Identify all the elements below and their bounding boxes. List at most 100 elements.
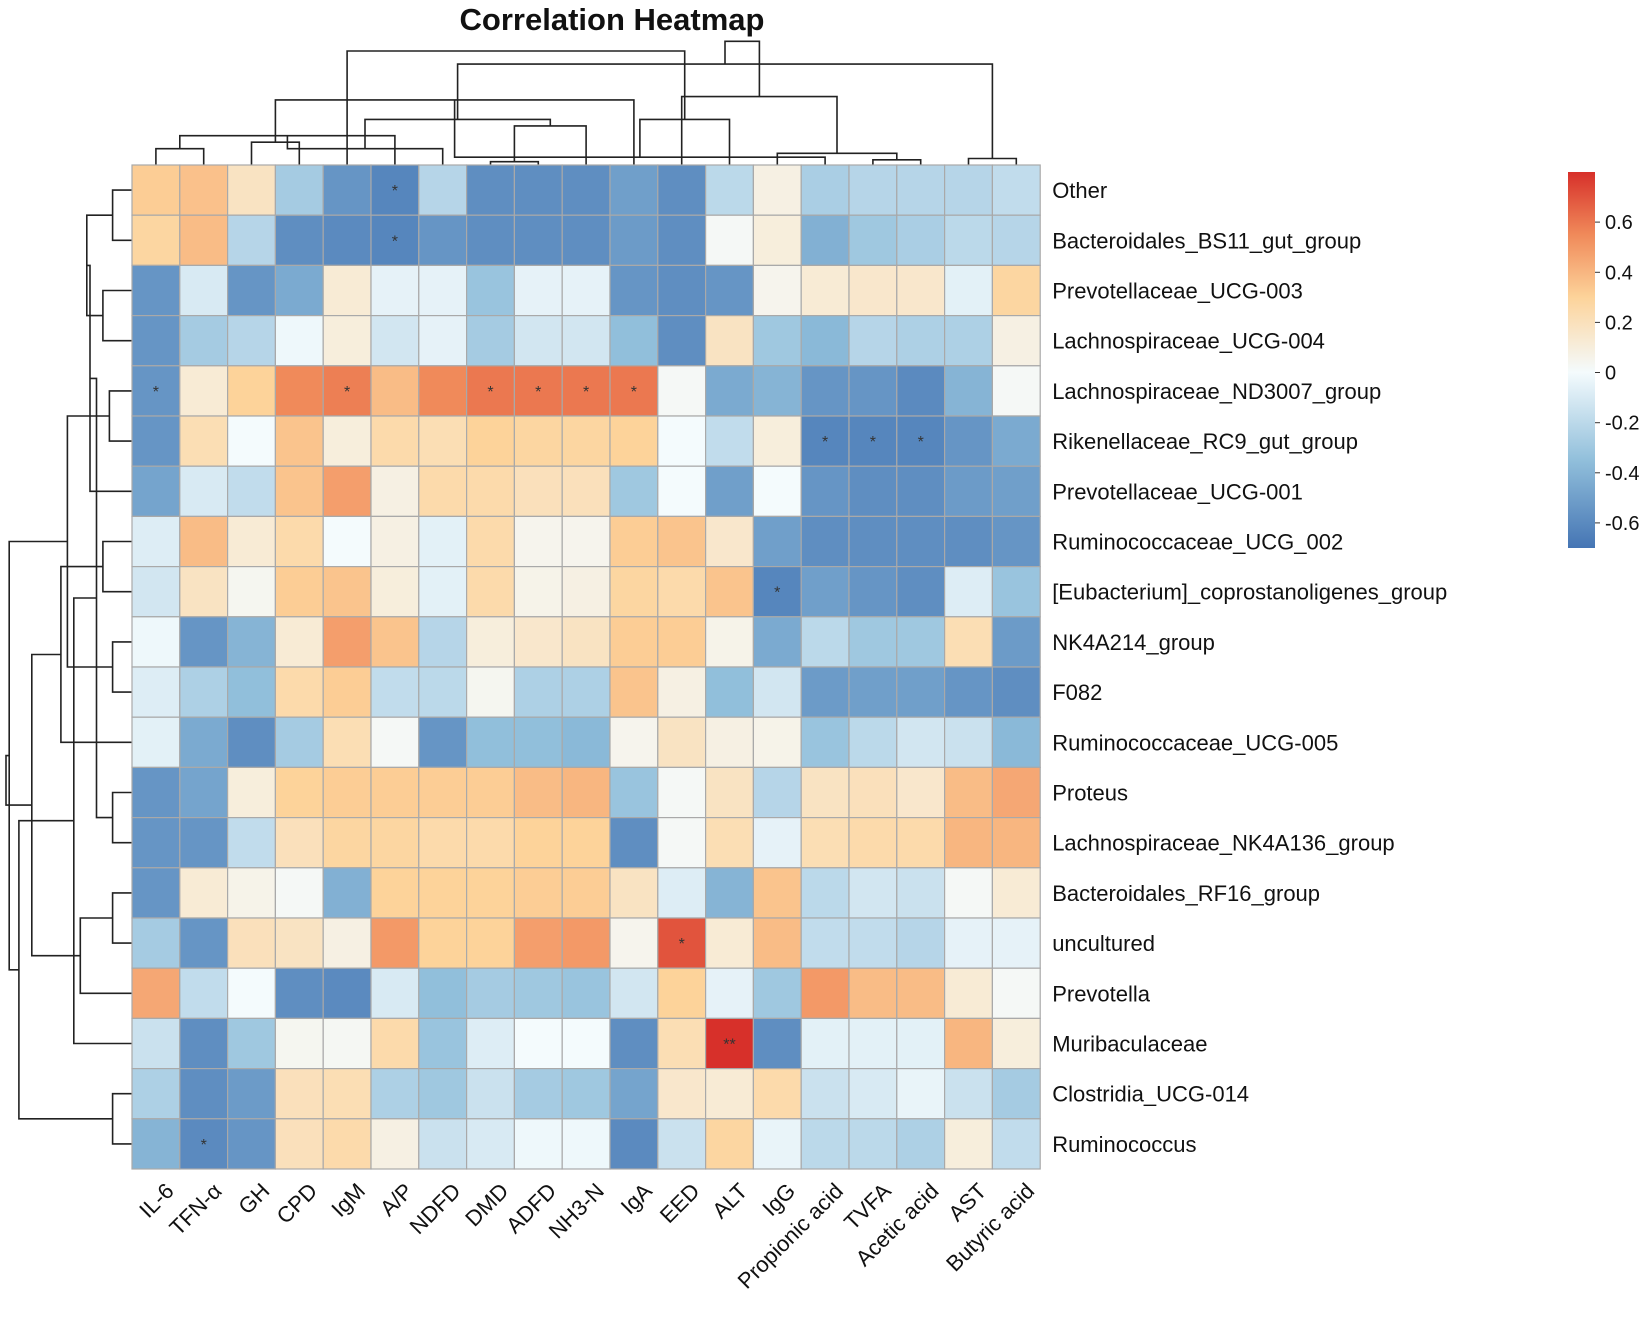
cell-r3-c10 xyxy=(609,315,659,367)
legend-ticks: 0.6 0.4 0.2 0 -0.2 -0.4 -0.6 xyxy=(1595,212,1639,535)
cell-r9-c15 xyxy=(848,616,898,668)
cell-r4-c9 xyxy=(561,365,611,417)
cell-r6-c7 xyxy=(466,465,516,518)
cell-r8-c8 xyxy=(513,565,563,618)
cell-r14-c0 xyxy=(131,867,181,919)
cell-r0-c18 xyxy=(991,164,1041,216)
cell-r16-c2 xyxy=(227,967,277,1020)
cell-r2-c14 xyxy=(800,264,850,317)
heatmap-cells xyxy=(131,164,1041,1170)
cell-r16-c13 xyxy=(752,967,802,1020)
cell-r10-c7 xyxy=(466,666,516,718)
col-dendro-branch-14 xyxy=(680,95,838,165)
row-label-lachnospiraceae-nd3007-group: Lachnospiraceae_ND3007_group xyxy=(1052,379,1381,404)
cell-r4-c6 xyxy=(418,365,468,417)
cell-r15-c17 xyxy=(943,917,993,969)
cell-r15-c9 xyxy=(561,917,611,969)
col-label-eed: EED xyxy=(655,1178,705,1228)
cell-r17-c10 xyxy=(609,1017,659,1070)
cell-r1-c3 xyxy=(274,214,324,266)
cell-r4-c15 xyxy=(848,365,898,417)
cell-r13-c4 xyxy=(322,816,372,869)
row-label-uncultured: uncultured xyxy=(1052,931,1155,956)
cell-r1-c9 xyxy=(561,214,611,266)
cell-r1-c6 xyxy=(418,214,468,266)
cell-r1-c12 xyxy=(704,214,754,266)
cell-r1-c11 xyxy=(657,214,707,266)
cell-r19-c10 xyxy=(609,1118,659,1170)
cell-r9-c0 xyxy=(131,616,181,668)
cell-r9-c4 xyxy=(322,616,372,668)
cell-r3-c18 xyxy=(991,315,1041,367)
cell-r13-c12 xyxy=(704,816,754,869)
cell-r7-c0 xyxy=(131,515,181,568)
cell-r15-c4 xyxy=(322,917,372,969)
cell-r13-c3 xyxy=(274,816,324,869)
cell-r15-c7 xyxy=(466,917,516,969)
cell-r0-c6 xyxy=(418,164,468,216)
cell-r7-c1 xyxy=(179,515,229,568)
cell-r9-c16 xyxy=(896,616,946,668)
legend-tick-label-2: 0.2 xyxy=(1605,312,1633,334)
cell-r8-c13 xyxy=(752,565,802,618)
col-label-alt: ALT xyxy=(707,1178,752,1223)
cell-r3-c1 xyxy=(179,315,229,367)
col-dendro-branch-17 xyxy=(724,40,761,97)
cell-r14-c10 xyxy=(609,867,659,919)
cell-r18-c17 xyxy=(943,1067,993,1120)
cell-r11-c16 xyxy=(896,716,946,769)
cell-r0-c11 xyxy=(657,164,707,216)
cell-r15-c6 xyxy=(418,917,468,969)
cell-r8-c17 xyxy=(943,565,993,618)
cell-r14-c6 xyxy=(418,867,468,919)
significance-marks: *** * * * * ** * ****** xyxy=(153,183,924,1154)
cell-r16-c0 xyxy=(131,967,181,1020)
cell-r10-c11 xyxy=(657,666,707,718)
cell-r17-c16 xyxy=(896,1017,946,1070)
cell-r3-c6 xyxy=(418,315,468,367)
cell-r13-c7 xyxy=(466,816,516,869)
col-label-gh: GH xyxy=(233,1178,274,1219)
cell-r10-c18 xyxy=(991,666,1041,718)
cell-r2-c1 xyxy=(179,264,229,317)
cell-r7-c18 xyxy=(991,515,1041,568)
cell-r12-c2 xyxy=(227,766,277,819)
cell-r5-c10 xyxy=(609,415,659,467)
cell-r10-c8 xyxy=(513,666,563,718)
row-dendro-branch-2 xyxy=(108,390,132,442)
cell-r19-c2 xyxy=(227,1118,277,1170)
cell-r19-c15 xyxy=(848,1118,898,1170)
cell-r15-c16 xyxy=(896,917,946,969)
cell-r15-c15 xyxy=(848,917,898,969)
cell-r3-c15 xyxy=(848,315,898,367)
col-dendro-branch-15 xyxy=(456,63,994,159)
significance-mark-10: * xyxy=(918,434,924,451)
cell-r1-c4 xyxy=(322,214,372,266)
cell-r14-c7 xyxy=(466,867,516,919)
cell-r6-c3 xyxy=(274,465,324,518)
cell-r19-c16 xyxy=(896,1118,946,1170)
cell-r10-c14 xyxy=(800,666,850,718)
cell-r5-c12 xyxy=(704,415,754,467)
cell-r0-c0 xyxy=(131,164,181,216)
row-label-nk4a214-group: NK4A214_group xyxy=(1052,630,1215,655)
cell-r13-c13 xyxy=(752,816,802,869)
cell-r5-c7 xyxy=(466,415,516,467)
cell-r19-c11 xyxy=(657,1118,707,1170)
cell-r18-c6 xyxy=(418,1067,468,1120)
cell-r12-c0 xyxy=(131,766,181,819)
cell-r7-c17 xyxy=(943,515,993,568)
cell-r11-c14 xyxy=(800,716,850,769)
cell-r13-c6 xyxy=(418,816,468,869)
cell-r11-c11 xyxy=(657,716,707,769)
col-dendro-branch-13 xyxy=(639,118,731,165)
cell-r1-c8 xyxy=(513,214,563,266)
cell-r8-c12 xyxy=(704,565,754,618)
cell-r11-c18 xyxy=(991,716,1041,769)
cell-r4-c5 xyxy=(370,365,420,417)
cell-r0-c7 xyxy=(466,164,516,216)
legend-tick-label-4: -0.2 xyxy=(1605,413,1639,435)
cell-r18-c16 xyxy=(896,1067,946,1120)
cell-r11-c12 xyxy=(704,716,754,769)
